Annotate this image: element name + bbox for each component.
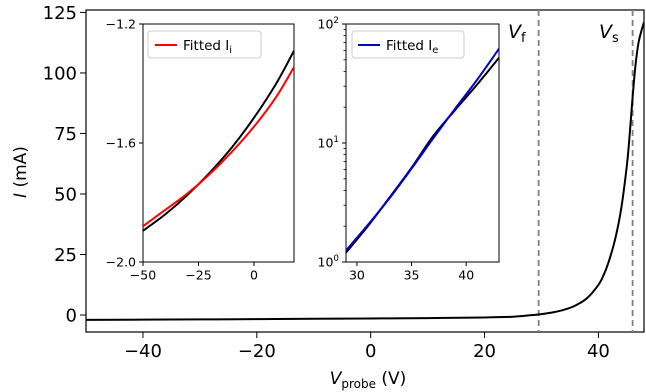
inset-right-legend: Fitted Ie — [351, 30, 465, 59]
inset-left-ticks: −50 −25 0 −2.0 −1.6 −1.2 — [106, 17, 258, 283]
inset-left-ytick-label: −1.6 — [106, 136, 136, 151]
main-ytick-label: 25 — [54, 245, 77, 266]
main-xtick-label: 0 — [365, 341, 376, 362]
inset-left-xtick-label: −50 — [130, 268, 156, 283]
main-ytick-label: 50 — [54, 184, 77, 205]
inset-left-series-line-0 — [143, 50, 294, 232]
inset-right-series-line-1 — [346, 48, 499, 252]
main-xtick-label: 20 — [473, 341, 496, 362]
vs-label: Vs — [599, 21, 619, 46]
inset-left-ytick-label: −2.0 — [106, 255, 136, 270]
inset-right-ytick-label: 102 — [318, 16, 339, 32]
legend-left-label: Fitted Ii — [183, 38, 232, 56]
inset-right-ticks: 30 35 40 100 101 102 — [318, 16, 475, 283]
main-xtick-label: 40 — [587, 341, 610, 362]
inset-left-series-line-1 — [143, 66, 294, 228]
main-xtick-label: −40 — [124, 341, 162, 362]
inset-right-ytick-label: 101 — [318, 135, 339, 151]
inset-left-ytick-label: −1.2 — [106, 17, 136, 32]
vf-label: Vf — [508, 21, 526, 46]
inset-right-xtick-label: 30 — [349, 268, 365, 283]
main-ytick-label: 75 — [54, 124, 77, 145]
main-ytick-label: 125 — [43, 3, 77, 24]
inset-right-series — [346, 48, 499, 254]
main-ticks: −40 −20 0 20 40 0 25 50 75 100 125 — [43, 3, 610, 362]
inset-left-series — [143, 50, 294, 232]
main-y-axis-label: I (mA) — [11, 146, 31, 198]
main-vlines — [537, 10, 634, 332]
inset-left-frame — [142, 23, 295, 263]
legend-right-label: Fitted Ie — [386, 38, 438, 56]
inset-right-xtick-label: 40 — [458, 268, 474, 283]
main-x-axis-label: Vprobe (V) — [330, 369, 407, 391]
main-plot-frame — [85, 9, 645, 333]
inset-left-legend: Fitted Ii — [147, 30, 262, 59]
main-series — [86, 21, 644, 321]
inset-left-xtick-label: 0 — [250, 268, 258, 283]
inset-right-xtick-label: 35 — [404, 268, 420, 283]
main-ytick-label: 100 — [43, 63, 77, 84]
main-ytick-label: 0 — [66, 306, 77, 327]
main-series-line-0 — [86, 21, 644, 321]
inset-left-xtick-label: −25 — [185, 268, 211, 283]
inset-right-ytick-label: 100 — [318, 254, 339, 270]
main-xtick-label: −20 — [238, 341, 276, 362]
